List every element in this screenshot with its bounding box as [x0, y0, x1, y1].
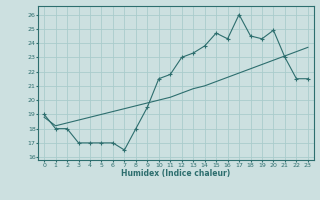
X-axis label: Humidex (Indice chaleur): Humidex (Indice chaleur): [121, 169, 231, 178]
